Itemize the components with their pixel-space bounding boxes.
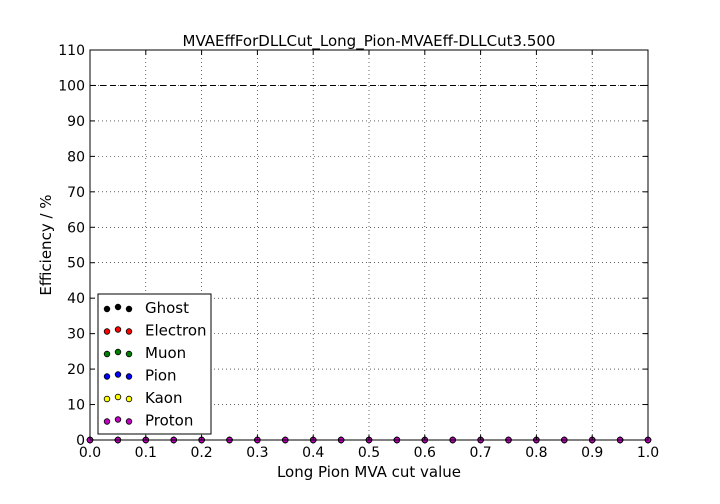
legend-item-pion: Pion: [103, 367, 177, 385]
x-tick-label: 0.9: [581, 445, 603, 461]
legend-marker-kaon: [114, 393, 122, 401]
y-axis-label: Efficiency / %: [37, 194, 55, 295]
legend-item-muon: Muon: [103, 344, 186, 362]
legend-marker-muon: [125, 350, 133, 358]
x-tick-label: 0.3: [246, 445, 268, 461]
legend-label-proton: Proton: [145, 412, 193, 430]
legend-label-electron: Electron: [145, 322, 207, 340]
legend-marker-kaon: [103, 395, 111, 403]
legend-marker-electron: [125, 328, 133, 335]
y-tick-label: 0: [76, 433, 85, 449]
legend-label-kaon: Kaon: [145, 389, 182, 407]
legend-marker-pion: [114, 371, 122, 378]
legend-marker-ghost: [114, 303, 122, 311]
y-tick-label: 110: [58, 43, 85, 59]
legend-box: [97, 293, 212, 435]
x-tick-label: 0.2: [190, 445, 212, 461]
legend-marker-proton: [114, 416, 122, 423]
x-tick-label: 0.5: [358, 445, 380, 461]
legend-marker-pion: [103, 373, 111, 380]
axis-ticks: 0.0 0.1 0.2 0.3 0.4 0.5 0.6 0.7 0.8 0.9 1.0 0 10 20 30…: [58, 43, 659, 461]
legend-marker-pion: [125, 373, 133, 380]
legend-marker-proton: [125, 418, 133, 425]
y-tick-label: 100: [58, 78, 85, 94]
y-tick-label: 10: [67, 398, 85, 414]
legend-item-kaon: Kaon: [103, 389, 182, 407]
legend-marker-ghost: [125, 305, 133, 313]
y-tick-label: 80: [67, 149, 85, 165]
x-tick-label: 0.4: [302, 445, 324, 461]
legend-item-electron: Electron: [103, 322, 207, 340]
y-tick-label: 70: [67, 185, 85, 201]
legend-label-ghost: Ghost: [145, 299, 189, 317]
y-tick-label: 20: [67, 362, 85, 378]
y-tick-label: 40: [67, 291, 85, 307]
legend-item-proton: Proton: [103, 412, 193, 430]
legend-marker-electron: [103, 328, 111, 335]
legend-marker-kaon: [125, 395, 133, 403]
chart-title: MVAEffForDLLCut_Long_Pion-MVAEff-DLLCut3…: [183, 32, 556, 51]
x-axis-label: Long Pion MVA cut value: [277, 463, 461, 481]
legend-marker-electron: [114, 326, 122, 333]
x-tick-label: 0.6: [414, 445, 436, 461]
legend-marker-ghost: [103, 305, 111, 313]
legend-item-ghost: Ghost: [103, 299, 189, 317]
legend-marker-muon: [103, 350, 111, 358]
x-tick-label: 1.0: [637, 445, 659, 461]
y-tick-label: 50: [67, 256, 85, 272]
legend-label-muon: Muon: [145, 344, 186, 362]
x-tick-label: 0.8: [525, 445, 547, 461]
legend: Ghost Electron Muon Pion Kaon Proton: [97, 293, 212, 435]
y-tick-label: 60: [67, 220, 85, 236]
y-tick-label: 30: [67, 327, 85, 343]
legend-marker-muon: [114, 348, 122, 356]
y-tick-label: 90: [67, 114, 85, 130]
x-tick-label: 0.7: [469, 445, 491, 461]
x-tick-label: 0.0: [79, 445, 101, 461]
legend-label-pion: Pion: [145, 367, 177, 385]
x-tick-label: 0.1: [135, 445, 157, 461]
legend-marker-proton: [103, 418, 111, 425]
